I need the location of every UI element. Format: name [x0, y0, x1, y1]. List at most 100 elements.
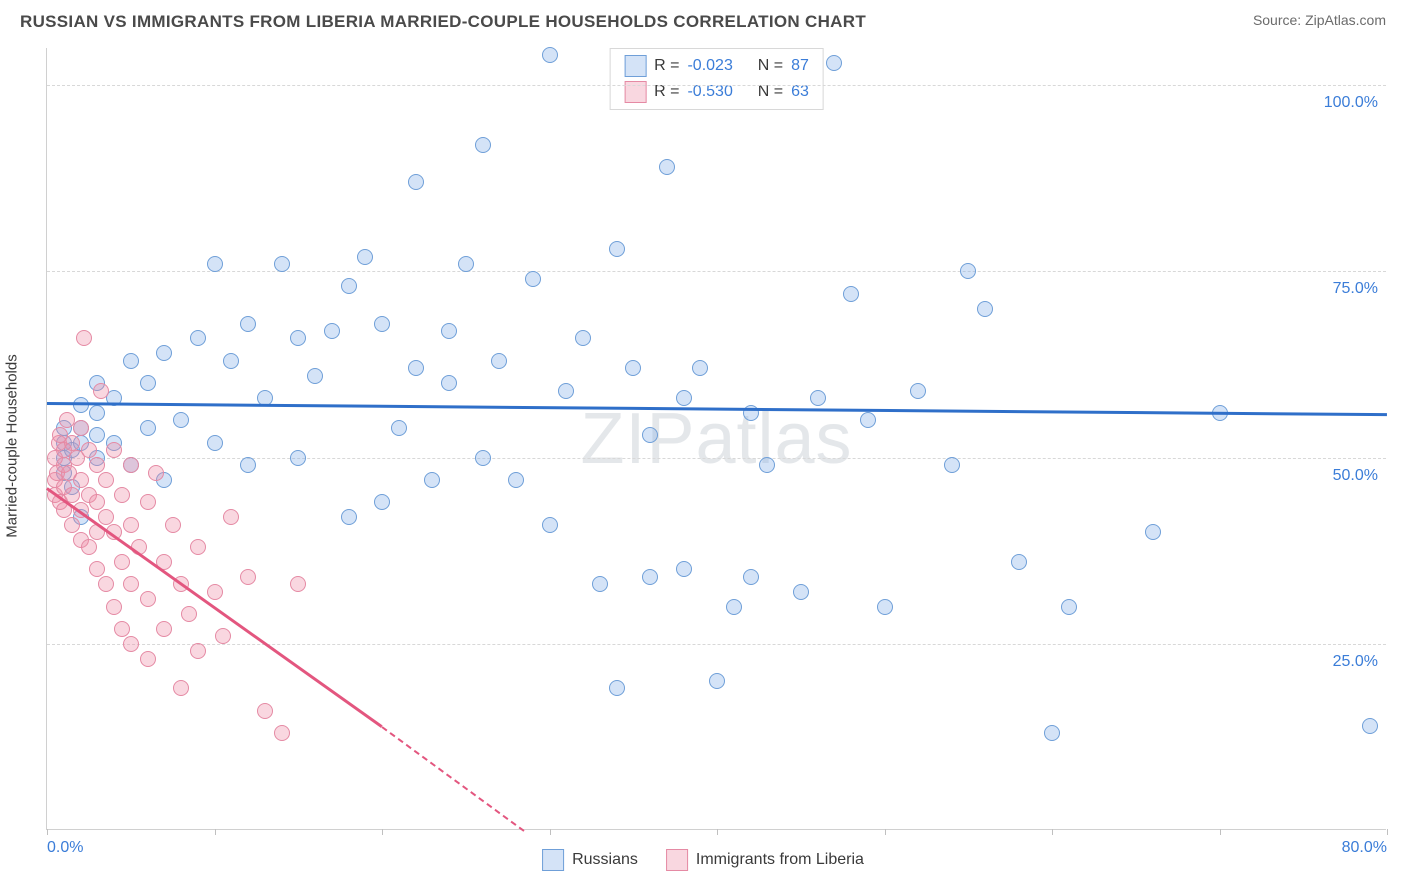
scatter-point — [374, 494, 390, 510]
scatter-point — [73, 397, 89, 413]
legend-row: R =-0.023 N =87 — [624, 53, 809, 79]
scatter-point — [341, 278, 357, 294]
x-tick-mark — [1220, 829, 1221, 835]
trend-line — [46, 488, 382, 728]
legend-row: R =-0.530 N =63 — [624, 79, 809, 105]
x-tick-mark — [47, 829, 48, 835]
gridline — [47, 271, 1386, 272]
scatter-point — [98, 472, 114, 488]
scatter-point — [98, 576, 114, 592]
scatter-point — [240, 457, 256, 473]
y-axis-label: Married-couple Households — [4, 354, 21, 537]
scatter-point — [123, 353, 139, 369]
scatter-point — [223, 509, 239, 525]
scatter-point — [910, 383, 926, 399]
trend-line — [47, 402, 1387, 416]
x-tick-label: 0.0% — [47, 839, 83, 857]
scatter-point — [810, 390, 826, 406]
scatter-point — [960, 263, 976, 279]
scatter-point — [76, 330, 92, 346]
gridline — [47, 644, 1386, 645]
scatter-point — [357, 249, 373, 265]
scatter-point — [181, 606, 197, 622]
scatter-point — [123, 636, 139, 652]
scatter-point — [759, 457, 775, 473]
scatter-point — [190, 539, 206, 555]
scatter-point — [860, 412, 876, 428]
scatter-point — [592, 576, 608, 592]
scatter-point — [190, 643, 206, 659]
scatter-point — [140, 375, 156, 391]
scatter-point — [290, 330, 306, 346]
y-tick-label: 75.0% — [1333, 280, 1378, 298]
scatter-point — [106, 599, 122, 615]
scatter-point — [977, 301, 993, 317]
scatter-point — [1044, 725, 1060, 741]
scatter-point — [508, 472, 524, 488]
y-tick-label: 25.0% — [1333, 653, 1378, 671]
legend-series: RussiansImmigrants from Liberia — [542, 842, 864, 878]
scatter-point — [89, 561, 105, 577]
scatter-point — [207, 584, 223, 600]
scatter-point — [642, 569, 658, 585]
scatter-point — [123, 457, 139, 473]
scatter-point — [374, 316, 390, 332]
x-tick-mark — [382, 829, 383, 835]
trend-line-extrapolated — [381, 726, 525, 832]
scatter-point — [98, 509, 114, 525]
scatter-point — [1011, 554, 1027, 570]
legend-swatch — [624, 55, 646, 77]
scatter-point — [114, 554, 130, 570]
scatter-point — [441, 323, 457, 339]
scatter-point — [692, 360, 708, 376]
x-tick-mark — [1387, 829, 1388, 835]
scatter-point — [475, 137, 491, 153]
scatter-point — [391, 420, 407, 436]
scatter-point — [240, 316, 256, 332]
legend-swatch — [542, 849, 564, 871]
scatter-point — [140, 651, 156, 667]
scatter-point — [114, 621, 130, 637]
scatter-point — [826, 55, 842, 71]
scatter-point — [165, 517, 181, 533]
legend-r-label: R = — [654, 57, 679, 75]
scatter-point — [475, 450, 491, 466]
x-tick-mark — [215, 829, 216, 835]
x-tick-mark — [885, 829, 886, 835]
scatter-point — [114, 487, 130, 503]
y-tick-label: 50.0% — [1333, 467, 1378, 485]
scatter-point — [140, 420, 156, 436]
x-tick-mark — [717, 829, 718, 835]
scatter-point — [609, 680, 625, 696]
scatter-point — [64, 435, 80, 451]
scatter-point — [676, 561, 692, 577]
source-label: Source: ZipAtlas.com — [1253, 12, 1386, 28]
scatter-point — [190, 330, 206, 346]
scatter-point — [156, 345, 172, 361]
scatter-point — [290, 450, 306, 466]
legend-n-value: 87 — [791, 57, 809, 75]
scatter-point — [73, 420, 89, 436]
scatter-point — [625, 360, 641, 376]
scatter-point — [408, 360, 424, 376]
scatter-point — [106, 442, 122, 458]
scatter-point — [424, 472, 440, 488]
scatter-point — [659, 159, 675, 175]
scatter-point — [140, 494, 156, 510]
scatter-point — [558, 383, 574, 399]
scatter-point — [1061, 599, 1077, 615]
scatter-point — [793, 584, 809, 600]
chart-title: RUSSIAN VS IMMIGRANTS FROM LIBERIA MARRI… — [20, 12, 866, 32]
scatter-point — [173, 412, 189, 428]
scatter-point — [207, 256, 223, 272]
legend-r-value: -0.023 — [687, 57, 732, 75]
scatter-point — [458, 256, 474, 272]
y-tick-label: 100.0% — [1324, 94, 1378, 112]
scatter-point — [257, 703, 273, 719]
scatter-point — [64, 517, 80, 533]
gridline — [47, 85, 1386, 86]
legend-correlation: R =-0.023 N =87R =-0.530 N =63 — [609, 48, 824, 110]
x-tick-mark — [1052, 829, 1053, 835]
scatter-point — [525, 271, 541, 287]
scatter-point — [676, 390, 692, 406]
